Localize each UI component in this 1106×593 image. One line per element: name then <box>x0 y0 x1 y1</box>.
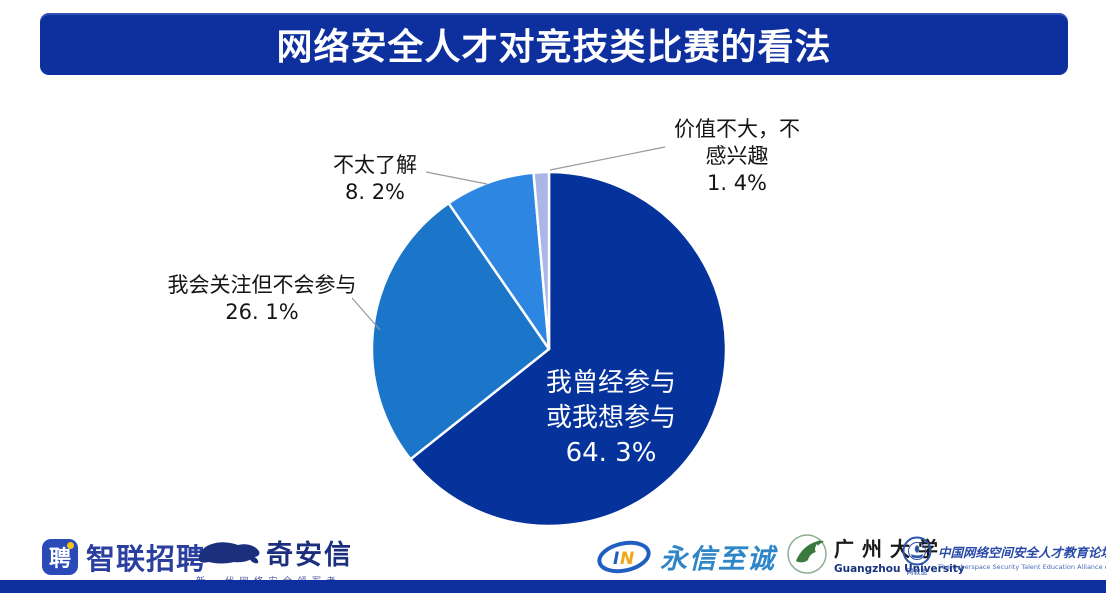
bottom-accent-bar <box>0 580 1106 593</box>
pie-slice-2 <box>447 171 551 351</box>
pie-label-no-value: 价值不大，不 感兴趣 1. 4% <box>637 116 837 197</box>
pie-slice-3 <box>532 170 551 351</box>
in-ellipse-icon: I N <box>597 540 651 573</box>
pie-label-unfamiliar: 不太了解 8. 2% <box>295 152 455 206</box>
qax-tiger-icon <box>198 541 260 563</box>
alliance-caption: 网教盟 <box>906 568 928 576</box>
alliance-logo: 网教盟 中国网络空间安全人才教育论坛 The Cyberspace Securi… <box>902 536 1106 577</box>
label-percent: 26. 1% <box>225 300 299 324</box>
pie-slice-0 <box>409 170 728 528</box>
label-line: 价值不大，不 <box>674 117 800 141</box>
page-title: 网络安全人才对竞技类比赛的看法 <box>276 27 832 68</box>
label-leader-line <box>425 171 488 185</box>
zhaopin-pin-badge-icon: 聘 <box>42 539 78 575</box>
yellow-dot-icon <box>67 542 74 549</box>
label-leader-line <box>351 297 381 331</box>
qianxin-wordmark: 奇安信 <box>266 540 353 571</box>
label-line: 感兴趣 <box>705 144 769 168</box>
label-percent: 1. 4% <box>706 171 768 195</box>
label-line: 我曾经参与 <box>545 368 676 398</box>
zhaopin-logo: 聘 智联招聘 <box>42 536 206 578</box>
yongxin-wordmark: 永信至诚 <box>660 544 776 575</box>
label-percent: 64. 3% <box>565 438 657 468</box>
label-percent: 8. 2% <box>344 180 406 204</box>
alliance-emblem-icon <box>902 536 932 566</box>
badge-char: 聘 <box>48 547 71 572</box>
alliance-wordmark-en: The Cyberspace Security Talent Education… <box>938 563 1106 571</box>
title-banner: 网络安全人才对竞技类比赛的看法 <box>40 13 1068 75</box>
label-line: 我会关注但不会参与 <box>167 273 357 297</box>
label-leader-line <box>549 146 666 171</box>
svg-text:N: N <box>620 549 634 569</box>
dove-icon <box>787 534 827 574</box>
gzhu-wordmark-en: Guangzhou University <box>834 563 965 575</box>
pie-label-participated: 我曾经参与 或我想参与 64. 3% <box>501 366 721 471</box>
pie-label-watch-only: 我会关注但不会参与 26. 1% <box>122 272 402 326</box>
qianxin-logo: 奇安信 新一代网络安全领军者 <box>196 533 353 587</box>
label-line: 或我想参与 <box>545 403 676 433</box>
zhaopin-wordmark: 智联招聘 <box>86 542 207 576</box>
yongxin-logo: I N 永信至诚 <box>596 537 776 576</box>
alliance-wordmark: 中国网络空间安全人才教育论坛 <box>938 545 1106 560</box>
label-line: 不太了解 <box>333 153 417 177</box>
gzhu-logo: 广州大学 Guangzhou University <box>786 533 965 575</box>
svg-text:I: I <box>613 549 619 569</box>
